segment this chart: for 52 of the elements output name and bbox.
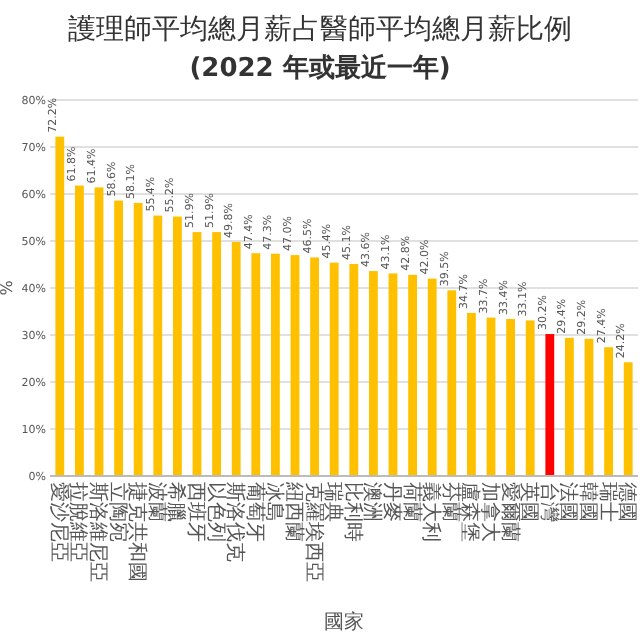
bar	[212, 232, 222, 476]
x-tick-label: 希臘	[164, 482, 189, 522]
bar	[94, 187, 104, 476]
x-tick-label: 義大利	[419, 482, 444, 542]
x-tick-label: 丹麥	[380, 482, 404, 522]
bar	[251, 253, 261, 476]
bar	[192, 232, 202, 476]
bar	[486, 317, 496, 476]
bar	[506, 319, 516, 476]
bar	[584, 338, 594, 476]
x-tick-label: 德國	[615, 482, 638, 522]
bar	[349, 264, 359, 476]
bar	[153, 215, 163, 476]
bar	[114, 200, 124, 476]
bar	[408, 274, 418, 476]
x-tick-label: 瑞典	[321, 482, 346, 522]
x-tick-label: 芬蘭	[438, 482, 463, 522]
x-tick-label: 加拿大	[478, 482, 502, 542]
bar	[74, 185, 84, 476]
bar	[564, 337, 574, 476]
bar	[623, 362, 633, 476]
bar	[466, 312, 476, 476]
bar	[231, 241, 241, 476]
bar	[388, 273, 398, 476]
x-tick-label: 英國	[517, 482, 542, 522]
bar	[368, 271, 378, 476]
bar	[290, 255, 300, 476]
bar	[545, 334, 555, 476]
x-axis-title: 國家	[324, 610, 364, 634]
bar	[525, 320, 535, 476]
bar	[604, 347, 614, 476]
x-tick-label: 法國	[556, 482, 581, 522]
bar	[133, 202, 143, 476]
x-tick-label: 韓國	[576, 482, 600, 522]
x-tick-label: 捷克共和國	[125, 482, 150, 582]
bar	[329, 262, 339, 476]
x-tick-label: 拉脫維亞	[66, 482, 91, 562]
bar	[172, 216, 182, 476]
x-tick-label: 愛沙尼亞	[46, 482, 71, 562]
x-tick-label: 斯洛伐克	[223, 482, 248, 562]
bar	[270, 253, 280, 476]
chart-subtitle: (2022 年或最近一年)	[189, 52, 451, 84]
x-tick-label: 斯洛維尼亞	[86, 482, 110, 582]
bar	[55, 136, 65, 476]
bar	[427, 278, 437, 476]
y-axis-title: %	[0, 279, 16, 296]
x-tick-label: 西班牙	[184, 482, 208, 542]
bar	[310, 257, 320, 476]
x-tick-label: 紐西蘭	[282, 480, 306, 542]
chart-title: 護理師平均總月薪占醫師平均總月薪比例	[68, 14, 572, 46]
x-tick-label: 澳洲	[360, 482, 385, 522]
bar	[447, 290, 457, 476]
